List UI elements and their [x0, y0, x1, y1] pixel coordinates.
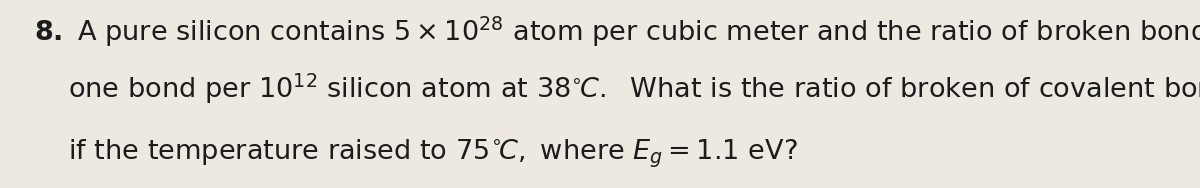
- Text: $\mathrm{if\ the\ temperature\ raised\ to\ 75^{\circ}\!\mathit{C},\ where\ }\mat: $\mathrm{if\ the\ temperature\ raised\ t…: [68, 138, 798, 170]
- Text: $\mathrm{one\ bond\ per\ 10^{12}\ silicon\ atom\ at\ 38^{\circ}\!\mathit{C}.\ \ : $\mathrm{one\ bond\ per\ 10^{12}\ silico…: [68, 71, 1200, 106]
- Text: $\mathbf{8.}$ $\mathrm{A\ pure\ silicon\ contains\ 5 \times 10^{28}\ atom\ per\ : $\mathbf{8.}$ $\mathrm{A\ pure\ silicon\…: [34, 15, 1200, 49]
